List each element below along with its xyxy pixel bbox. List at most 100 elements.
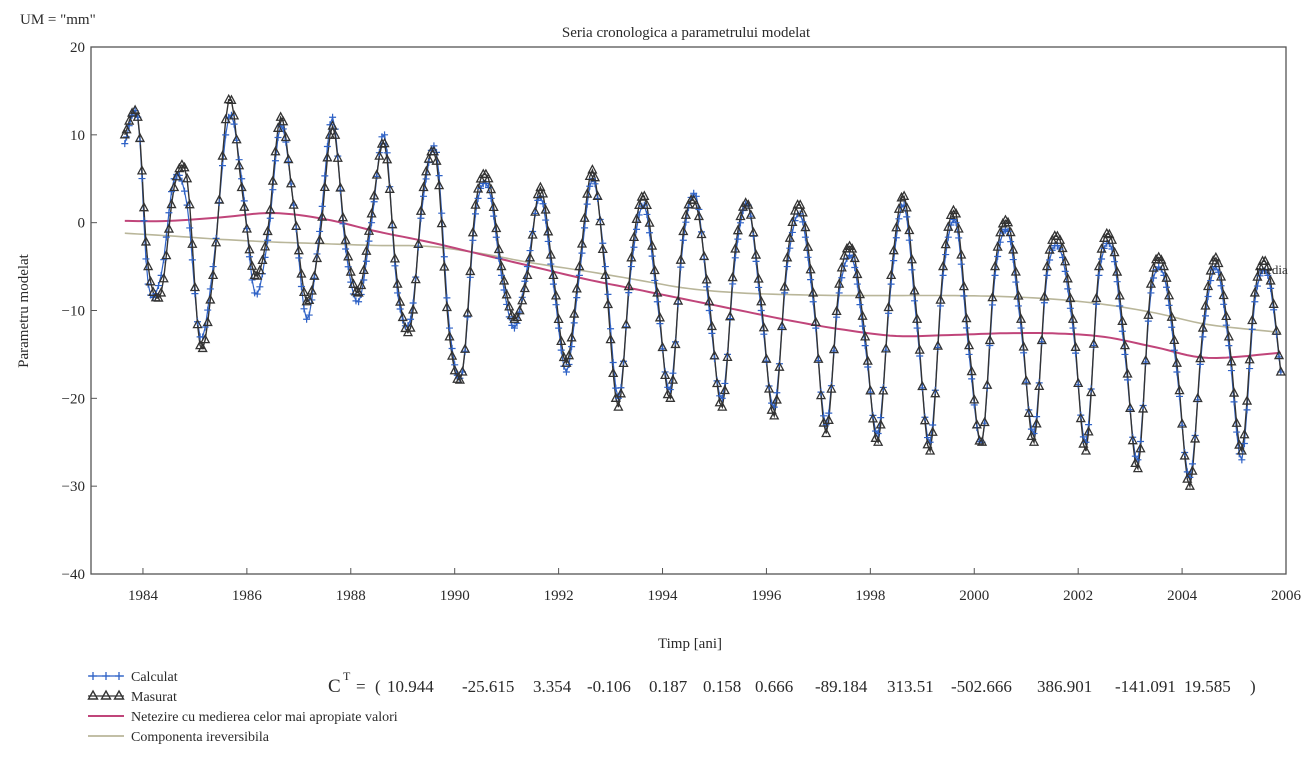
legend-label-ireversibila: Componenta ireversibila — [131, 730, 270, 745]
masurat-point — [270, 145, 281, 156]
calculat-point — [646, 229, 654, 237]
masurat-point — [761, 353, 772, 363]
end-annotation: media — [1256, 262, 1288, 277]
masurat-point — [696, 228, 707, 239]
masurat-point — [231, 133, 242, 144]
masurat-point — [132, 111, 143, 121]
masurat-point — [935, 294, 946, 304]
masurat-point — [485, 183, 497, 194]
masurat-point — [574, 260, 585, 271]
masurat-point — [234, 159, 245, 170]
calculat-point — [310, 274, 318, 282]
masurat-point — [136, 164, 148, 175]
calculat-point — [1098, 255, 1106, 263]
masurat-point — [1112, 266, 1123, 276]
calculat-point — [391, 262, 399, 270]
calculat-point — [230, 120, 238, 128]
masurat-point — [1239, 428, 1250, 439]
calculat-point — [708, 329, 716, 337]
masurat-point — [613, 401, 624, 411]
calculat-point — [1142, 358, 1150, 366]
calculat-point — [778, 324, 786, 332]
masurat-point — [1265, 275, 1276, 285]
masurat-point — [265, 203, 276, 214]
x-tick-label: 1988 — [336, 588, 366, 604]
calculat-point — [440, 253, 448, 261]
masurat-point — [753, 273, 764, 283]
x-tick-label: 1990 — [440, 588, 470, 604]
calculat-point — [355, 298, 363, 306]
masurat-point — [1247, 314, 1258, 325]
calculat-point — [601, 263, 609, 271]
masurat-point — [675, 254, 686, 264]
masurat-point — [735, 210, 746, 221]
calculat-point — [853, 280, 861, 288]
calculat-point — [443, 294, 451, 302]
masurat-point — [205, 294, 216, 304]
masurat-point — [395, 296, 406, 306]
calculat-point — [435, 172, 443, 180]
masurat-point — [834, 278, 845, 288]
calculat-point — [586, 182, 594, 190]
masurat-point — [987, 291, 998, 302]
masurat-point — [330, 129, 341, 139]
coef-value: -141.091 — [1115, 677, 1176, 696]
calculat-point — [1061, 267, 1069, 275]
masurat-point — [743, 199, 754, 209]
masurat-point — [938, 260, 949, 271]
masurat-point — [745, 209, 756, 219]
masurat-point — [1208, 255, 1219, 265]
calculat-point — [539, 200, 547, 208]
masurat-point — [244, 243, 255, 254]
masurat-point — [1078, 438, 1089, 448]
masurat-point — [623, 280, 634, 291]
masurat-point — [709, 350, 720, 360]
coef-value: 386.901 — [1037, 677, 1092, 696]
masurat-point — [371, 169, 382, 179]
masurat-point — [641, 199, 653, 210]
calculat-point — [362, 257, 370, 265]
masurat-point — [711, 377, 723, 388]
calculat-point — [360, 276, 368, 284]
masurat-point — [927, 426, 938, 436]
legend-item-masurat: Masurat — [87, 689, 177, 705]
calculat-point — [1111, 258, 1119, 266]
masurat-point — [1218, 289, 1229, 300]
masurat-point — [254, 264, 265, 275]
masurat-point — [436, 217, 447, 228]
masurat-point — [670, 338, 681, 349]
masurat-point — [278, 115, 289, 126]
calculat-point — [284, 158, 292, 166]
coef-value: -25.615 — [462, 677, 514, 696]
calculat-point — [1253, 282, 1261, 290]
masurat-point — [197, 342, 208, 353]
x-tick-label: 2006 — [1271, 588, 1302, 604]
masurat-point — [134, 132, 146, 143]
y-tick-label: 20 — [70, 40, 85, 56]
masurat-point — [324, 129, 336, 139]
masurat-point — [665, 392, 676, 402]
masurat-point — [1234, 439, 1245, 449]
masurat-point — [208, 269, 219, 280]
unit-note: UM = "mm" — [20, 12, 96, 28]
calculat-point — [562, 368, 570, 376]
masurat-point — [673, 295, 684, 305]
masurat-point — [602, 298, 614, 309]
masurat-point — [787, 216, 798, 227]
masurat-point — [600, 269, 611, 280]
masurat-point — [379, 137, 390, 148]
masurat-point — [873, 436, 884, 446]
masurat-point — [917, 380, 928, 391]
masurat-point — [883, 301, 894, 312]
y-tick-label: −20 — [62, 391, 85, 407]
masurat-point — [1010, 266, 1021, 276]
calculat-point — [799, 218, 807, 226]
masurat-point — [1106, 234, 1118, 244]
masurat-point — [982, 379, 993, 389]
masurat-point — [1096, 243, 1107, 253]
masurat-point — [1088, 338, 1099, 348]
masurat-point — [782, 251, 793, 262]
masurat-point — [875, 419, 886, 429]
calculat-point — [1007, 238, 1015, 246]
calculat-point — [1248, 325, 1256, 333]
